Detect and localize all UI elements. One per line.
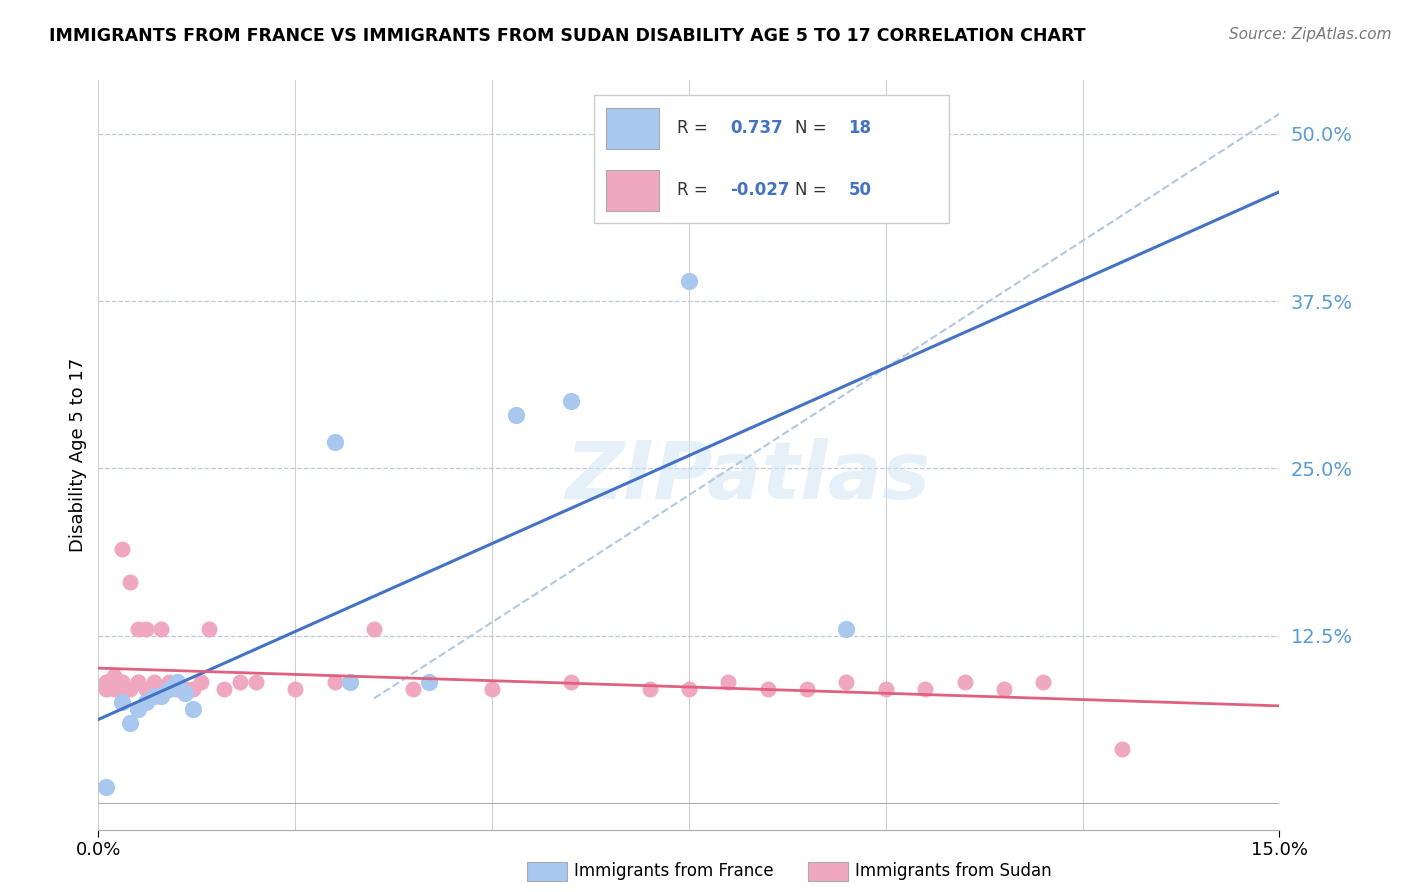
Text: 50: 50 xyxy=(848,181,872,200)
Point xyxy=(181,682,204,697)
Point xyxy=(638,682,661,697)
Text: Immigrants from France: Immigrants from France xyxy=(574,863,773,880)
Point xyxy=(914,682,936,697)
Point xyxy=(103,682,125,697)
Point xyxy=(150,682,173,697)
Point xyxy=(111,675,134,690)
Point xyxy=(118,575,141,590)
Point xyxy=(756,682,779,697)
Point xyxy=(481,682,503,697)
Point xyxy=(1111,742,1133,756)
Point xyxy=(118,715,141,730)
Point xyxy=(96,675,118,690)
Point xyxy=(505,408,527,422)
Point xyxy=(157,682,180,697)
FancyBboxPatch shape xyxy=(606,170,659,211)
Point xyxy=(150,622,173,636)
Text: R =: R = xyxy=(678,120,713,137)
FancyBboxPatch shape xyxy=(606,108,659,149)
Point xyxy=(339,675,361,690)
Point xyxy=(135,696,157,710)
Point xyxy=(717,675,740,690)
Point xyxy=(166,675,188,690)
Point xyxy=(96,780,118,794)
Text: Immigrants from Sudan: Immigrants from Sudan xyxy=(855,863,1052,880)
Point xyxy=(127,702,149,716)
Y-axis label: Disability Age 5 to 17: Disability Age 5 to 17 xyxy=(69,358,87,552)
Point xyxy=(245,675,267,690)
Point xyxy=(127,675,149,690)
Point xyxy=(127,622,149,636)
Point xyxy=(181,702,204,716)
Point xyxy=(418,675,440,690)
Point xyxy=(166,682,188,697)
Text: N =: N = xyxy=(796,120,832,137)
Point xyxy=(835,675,858,690)
Point xyxy=(190,675,212,690)
Point xyxy=(560,675,582,690)
Point xyxy=(323,434,346,449)
Point xyxy=(166,675,188,690)
Point xyxy=(560,394,582,409)
Point xyxy=(142,675,165,690)
Text: 0.737: 0.737 xyxy=(730,120,783,137)
Point xyxy=(993,682,1015,697)
Text: -0.027: -0.027 xyxy=(730,181,790,200)
Point xyxy=(363,622,385,636)
Point xyxy=(103,669,125,683)
Point xyxy=(678,682,700,697)
Point xyxy=(796,682,818,697)
Point xyxy=(111,675,134,690)
Point xyxy=(96,682,118,697)
Point xyxy=(1032,675,1054,690)
Text: N =: N = xyxy=(796,181,832,200)
Point xyxy=(323,675,346,690)
Point xyxy=(118,682,141,697)
Point xyxy=(835,622,858,636)
Point xyxy=(135,622,157,636)
Point xyxy=(284,682,307,697)
Point xyxy=(103,675,125,690)
Text: 18: 18 xyxy=(848,120,872,137)
Point xyxy=(174,682,197,697)
Text: Source: ZipAtlas.com: Source: ZipAtlas.com xyxy=(1229,27,1392,42)
Point xyxy=(197,622,219,636)
Point xyxy=(174,686,197,700)
FancyBboxPatch shape xyxy=(595,95,949,223)
Point xyxy=(111,696,134,710)
Point xyxy=(214,682,236,697)
Point xyxy=(142,689,165,703)
Point xyxy=(875,682,897,697)
Point xyxy=(135,682,157,697)
Point xyxy=(229,675,252,690)
Point xyxy=(150,689,173,703)
Point xyxy=(678,274,700,288)
Point xyxy=(96,675,118,690)
Text: ZIPatlas: ZIPatlas xyxy=(565,438,931,516)
Point xyxy=(142,682,165,697)
Point xyxy=(157,675,180,690)
Point xyxy=(953,675,976,690)
Text: R =: R = xyxy=(678,181,713,200)
Point xyxy=(402,682,425,697)
Point xyxy=(111,682,134,697)
Point xyxy=(111,541,134,556)
Point xyxy=(127,675,149,690)
Text: IMMIGRANTS FROM FRANCE VS IMMIGRANTS FROM SUDAN DISABILITY AGE 5 TO 17 CORRELATI: IMMIGRANTS FROM FRANCE VS IMMIGRANTS FRO… xyxy=(49,27,1085,45)
Point xyxy=(103,675,125,690)
